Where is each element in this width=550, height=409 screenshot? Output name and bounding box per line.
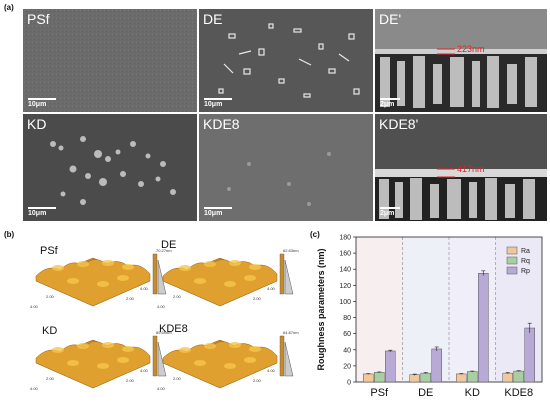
afm-surface-kde8: 2.00 4.00 2.00 4.00 64.87nm KDE8 [157, 323, 299, 391]
svg-text:2.00: 2.00 [253, 378, 262, 383]
sem-image-kd: KD 10μm [23, 114, 197, 221]
svg-text:2.00: 2.00 [126, 296, 135, 301]
afm-zmax-label: 89.69nm [156, 330, 172, 335]
thickness-label-de: 223nm [457, 44, 485, 54]
x-tick-label: PSf [370, 387, 389, 399]
sem-label-de-cross: DE' [379, 11, 402, 27]
bar-ra [456, 373, 467, 383]
legend-swatch-rp [506, 266, 518, 275]
scalebar-kde8: 10μm [204, 207, 232, 217]
sem-label-psf: PSf [27, 11, 50, 27]
bar-rq [374, 372, 385, 383]
afm-surface-de: 2.00 4.00 2.00 4.00 62.63nm DE [157, 239, 299, 309]
afm-surface-psf: 2.00 4.00 2.00 4.00 70.27nm PSf [30, 245, 172, 309]
y-tick-label: 180 [339, 235, 351, 242]
legend-label-ra: Ra [521, 248, 530, 255]
svg-text:2.00: 2.00 [253, 296, 262, 301]
afm-surface-kd: 2.00 4.00 2.00 4.00 89.69nm KD [30, 325, 172, 391]
afm-zmax-label: 70.27nm [156, 248, 172, 253]
plot-frame [355, 236, 543, 383]
scalebar-psf: 10μm [28, 98, 56, 108]
svg-text:4.00: 4.00 [140, 368, 149, 373]
afm-label: KD [42, 325, 57, 337]
y-tick-label: 80 [343, 315, 351, 322]
sem-label-kde8-cross: KDE8' [379, 116, 419, 132]
svg-text:2.00: 2.00 [46, 376, 55, 381]
svg-text:4.00: 4.00 [30, 386, 39, 391]
legend-swatch-ra [506, 246, 518, 255]
bar-ra [363, 373, 374, 383]
svg-text:4.00: 4.00 [140, 286, 149, 291]
svg-text:4.00: 4.00 [157, 304, 166, 309]
x-tick-label: KDE8 [504, 387, 533, 399]
afm-label: KDE8 [159, 323, 188, 335]
scalebar-de: 10μm [204, 98, 232, 108]
y-tick-label: 160 [339, 251, 351, 258]
chart-bg-zone [449, 237, 496, 382]
bar-ra [409, 374, 420, 383]
y-tick-label: 120 [339, 283, 351, 290]
sem-image-psf: PSf 10μm [23, 9, 197, 112]
svg-text:2.00: 2.00 [173, 376, 182, 381]
scalebar-de-cross: 2μm [380, 98, 400, 108]
sem-image-kde8: KDE8 10μm [199, 114, 373, 221]
sem-label-kde8: KDE8 [203, 116, 240, 132]
y-tick-label: 40 [343, 347, 351, 354]
y-tick-label: 100 [339, 299, 351, 306]
legend-label-rp: Rp [521, 268, 530, 275]
chart-bg-zone [402, 237, 449, 382]
sem-label-kd: KD [27, 116, 47, 132]
sem-image-de: DE 10μm [199, 9, 373, 112]
panel-label-a: (a) [4, 3, 14, 12]
afm-label: PSf [40, 245, 59, 257]
x-tick-label: DE [418, 387, 433, 399]
bar-rq [420, 372, 431, 383]
y-tick-label: 20 [343, 363, 351, 370]
svg-text:4.00: 4.00 [30, 304, 39, 309]
bar-rq [513, 370, 524, 383]
thickness-label-kde8: 417nm [457, 164, 485, 174]
sem-label-de: DE [203, 11, 223, 27]
panel-label-b: (b) [4, 230, 15, 239]
svg-text:2.00: 2.00 [173, 294, 182, 299]
bar-rp [431, 348, 442, 383]
y-tick-label: 0 [347, 380, 351, 387]
scalebar-kd: 10μm [28, 207, 56, 217]
x-tick-label: KD [465, 387, 480, 399]
afm-label: DE [161, 239, 176, 251]
legend-swatch-rq [506, 256, 518, 265]
roughness-chart: 0 20 40 60 80 100 120 140 160 180 Roughness parame… [316, 235, 543, 399]
y-tick-label: 140 [339, 267, 351, 274]
svg-text:2.00: 2.00 [46, 294, 55, 299]
sem-crosssection-kde8: KDE8' 417nm 2μm [375, 114, 547, 221]
svg-text:4.00: 4.00 [157, 386, 166, 391]
bar-rp [524, 327, 535, 383]
afm-zmax-label: 62.63nm [283, 248, 299, 253]
sem-crosssection-de: DE' 223nm 2μm [375, 9, 547, 112]
y-axis-label: Roughness parameters (nm) [316, 248, 326, 370]
svg-text:4.00: 4.00 [267, 286, 276, 291]
bar-rq [467, 371, 478, 383]
chart-bg-zone [495, 237, 542, 382]
bar-rp [385, 350, 396, 383]
y-tick-label: 60 [343, 331, 351, 338]
svg-text:2.00: 2.00 [126, 378, 135, 383]
svg-text:4.00: 4.00 [267, 368, 276, 373]
panel-label-c: (c) [310, 230, 320, 239]
chart-bg-zone [356, 237, 403, 382]
bar-ra [502, 372, 513, 383]
afm-zmax-label: 64.87nm [283, 330, 299, 335]
legend-label-rq: Rq [521, 258, 530, 265]
bar-rp [478, 273, 489, 383]
scalebar-kde8-cross: 2μm [380, 207, 400, 217]
